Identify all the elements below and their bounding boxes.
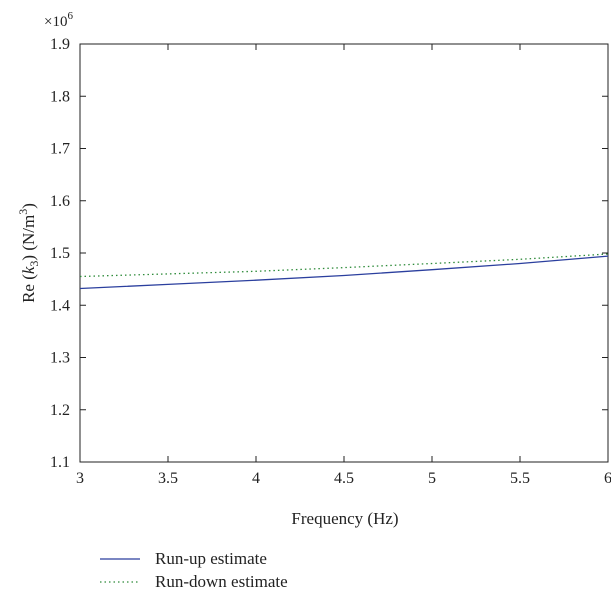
plot-border (79, 43, 609, 463)
y-tick-label: 1.2 (50, 402, 70, 419)
legend-label-2: Run-down estimate (155, 572, 288, 591)
series-line-2 (79, 253, 609, 278)
legend: Run-up estimate Run-down estimate (100, 549, 288, 591)
y-tick-label: 1.3 (50, 350, 70, 367)
y-tick-label: 1.1 (50, 454, 70, 471)
series-layer (79, 253, 609, 290)
legend-label-1: Run-up estimate (155, 549, 267, 568)
y-multiplier-label: ×106 (44, 10, 73, 30)
y-multiplier-text: ×106 (44, 10, 73, 30)
x-tick-label: 4.5 (334, 470, 354, 487)
y-axis: 1.1 1.2 1.3 1.4 1.5 1.6 1.7 1.8 1.9 (50, 36, 608, 471)
x-axis: 3 3.5 4 4.5 5 5.5 6 (76, 44, 611, 487)
x-tick-label: 5.5 (510, 470, 530, 487)
x-tick-label: 6 (604, 470, 611, 487)
x-tick-label: 4 (252, 470, 260, 487)
series-line-1 (79, 255, 609, 290)
y-tick-label: 1.4 (50, 297, 70, 314)
x-tick-label: 3.5 (158, 470, 178, 487)
y-tick-label: 1.9 (50, 36, 70, 53)
x-tick-label: 5 (428, 470, 436, 487)
y-axis-label-text: Re (k3) (N/m3) (16, 203, 41, 303)
plot-frame (79, 43, 609, 463)
y-tick-label: 1.6 (50, 193, 70, 210)
y-tick-label: 1.5 (50, 245, 70, 262)
y-tick-label: 1.8 (50, 88, 70, 105)
y-tick-label: 1.7 (50, 141, 70, 158)
x-axis-label: Frequency (Hz) (291, 509, 398, 528)
x-tick-label: 3 (76, 470, 84, 487)
y-axis-label: Re (k3) (N/m3) (16, 203, 41, 303)
